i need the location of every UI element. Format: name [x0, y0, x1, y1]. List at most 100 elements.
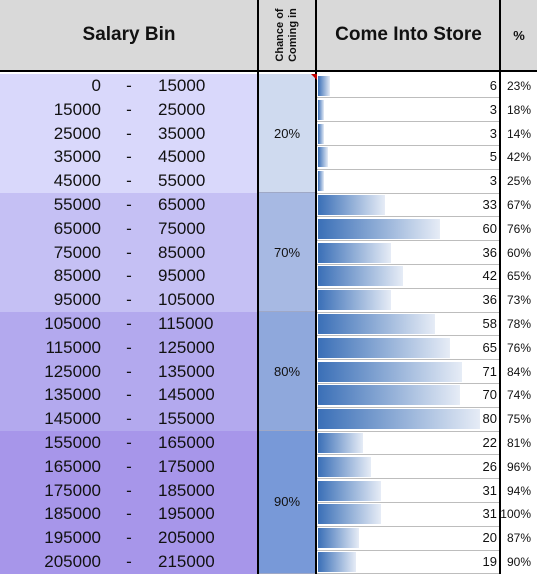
chance-cell[interactable]: 80% [259, 312, 315, 431]
row-divider [317, 406, 500, 408]
table-row[interactable]: 135000 - 145000 70 74% [0, 383, 537, 407]
data-bar [318, 552, 357, 572]
data-bar [318, 528, 359, 549]
table-row[interactable]: 145000 - 155000 80 75% [0, 407, 537, 431]
store-count: 36 [482, 292, 497, 308]
salary-high: 85000 [158, 242, 206, 262]
row-divider [317, 192, 500, 194]
percent-value: 23% [506, 79, 531, 93]
data-bar [318, 76, 331, 96]
table-row[interactable]: 65000 - 75000 60 76% [0, 217, 537, 241]
salary-high: 115000 [158, 314, 214, 333]
salary-low: 65000 [53, 218, 101, 238]
range-dash: - [126, 456, 132, 476]
row-divider [317, 359, 500, 361]
salary-high: 175000 [158, 456, 215, 476]
store-count: 5 [489, 149, 497, 165]
range-dash: - [126, 409, 132, 429]
table-row[interactable]: 15000 - 25000 3 18% [0, 98, 537, 122]
table-row[interactable]: 35000 - 45000 5 42% [0, 145, 537, 169]
salary-high: 135000 [158, 361, 215, 381]
salary-high: 195000 [158, 504, 215, 524]
data-bar [318, 218, 440, 239]
table-row[interactable]: 105000 - 115000 58 78% [0, 312, 537, 336]
percent-value: 73% [506, 293, 531, 308]
data-bar [318, 123, 325, 144]
percent-value: 65% [506, 269, 531, 284]
percent-value: 14% [506, 126, 531, 141]
chance-cell[interactable]: 70% [259, 193, 315, 312]
table-row[interactable]: 85000 - 95000 42 65% [0, 264, 537, 288]
salary-high: 185000 [158, 480, 215, 500]
range-dash: - [126, 195, 132, 214]
range-dash: - [126, 123, 132, 143]
store-count: 22 [482, 435, 497, 450]
store-count: 26 [482, 458, 497, 474]
salary-low: 15000 [53, 99, 101, 119]
table-row[interactable]: 75000 - 85000 36 60% [0, 241, 537, 265]
data-bar [318, 147, 329, 168]
salary-low: 35000 [53, 147, 101, 167]
chance-cell[interactable]: 90% [259, 431, 315, 574]
range-dash: - [126, 528, 132, 548]
table-row[interactable]: 115000 - 125000 65 76% [0, 336, 537, 360]
store-count: 19 [482, 554, 497, 569]
store-count: 3 [489, 173, 497, 189]
table-row[interactable]: 165000 - 175000 26 96% [0, 455, 537, 479]
row-divider [317, 287, 500, 289]
table-row[interactable]: 0 - 15000 6 23% [0, 74, 537, 98]
salary-high: 165000 [158, 433, 215, 452]
comment-indicator[interactable] [311, 74, 317, 80]
salary-high: 215000 [158, 552, 215, 571]
percent-value: 78% [506, 317, 531, 331]
range-dash: - [126, 480, 132, 500]
salary-high: 45000 [158, 147, 206, 167]
data-bar [318, 385, 460, 406]
range-dash: - [126, 171, 132, 191]
header-come-into-store[interactable]: Come Into Store [317, 0, 500, 72]
salary-low: 85000 [53, 266, 101, 286]
table-row[interactable]: 155000 - 165000 22 81% [0, 431, 537, 455]
salary-high: 125000 [158, 337, 215, 357]
percent-value: 74% [506, 388, 531, 403]
table-row[interactable]: 195000 - 205000 20 87% [0, 526, 537, 550]
salary-high: 15000 [158, 76, 206, 95]
table-row[interactable]: 125000 - 135000 71 84% [0, 360, 537, 384]
range-dash: - [126, 242, 132, 262]
row-divider [317, 216, 500, 218]
table-row[interactable]: 185000 - 195000 31 100% [0, 502, 537, 526]
store-count: 31 [482, 482, 497, 498]
salary-high: 145000 [158, 385, 215, 405]
header-percent-label: % [513, 27, 525, 43]
data-bar [318, 314, 436, 334]
percent-value: 76% [506, 221, 531, 236]
header-come-into-store-label: Come Into Store [335, 24, 482, 45]
range-dash: - [126, 361, 132, 381]
salary-low: 155000 [44, 433, 101, 452]
row-divider [317, 144, 500, 146]
store-count: 3 [489, 101, 497, 117]
salary-low: 135000 [44, 385, 101, 405]
header-percent[interactable]: % [501, 0, 537, 72]
data-bar [318, 99, 325, 120]
table-row[interactable]: 95000 - 105000 36 73% [0, 288, 537, 312]
row-divider [317, 525, 500, 527]
percent-value: 87% [506, 531, 531, 546]
store-count: 60 [482, 220, 497, 236]
table-row[interactable]: 205000 - 215000 19 90% [0, 550, 537, 574]
salary-low: 95000 [53, 290, 101, 310]
range-dash: - [126, 99, 132, 119]
header-chance[interactable]: Chance of Coming in [258, 0, 316, 72]
table-row[interactable]: 55000 - 65000 33 67% [0, 193, 537, 217]
data-bar [318, 361, 462, 382]
row-divider [317, 335, 500, 337]
chance-cell[interactable]: 20% [259, 74, 315, 193]
table-row[interactable]: 175000 - 185000 31 94% [0, 479, 537, 503]
store-count: 65 [482, 339, 497, 355]
header-salary-bin[interactable]: Salary Bin [0, 0, 258, 72]
range-dash: - [126, 385, 132, 405]
salary-low: 45000 [53, 171, 101, 191]
row-divider [317, 478, 500, 480]
table-row[interactable]: 45000 - 55000 3 25% [0, 169, 537, 193]
table-row[interactable]: 25000 - 35000 3 14% [0, 122, 537, 146]
